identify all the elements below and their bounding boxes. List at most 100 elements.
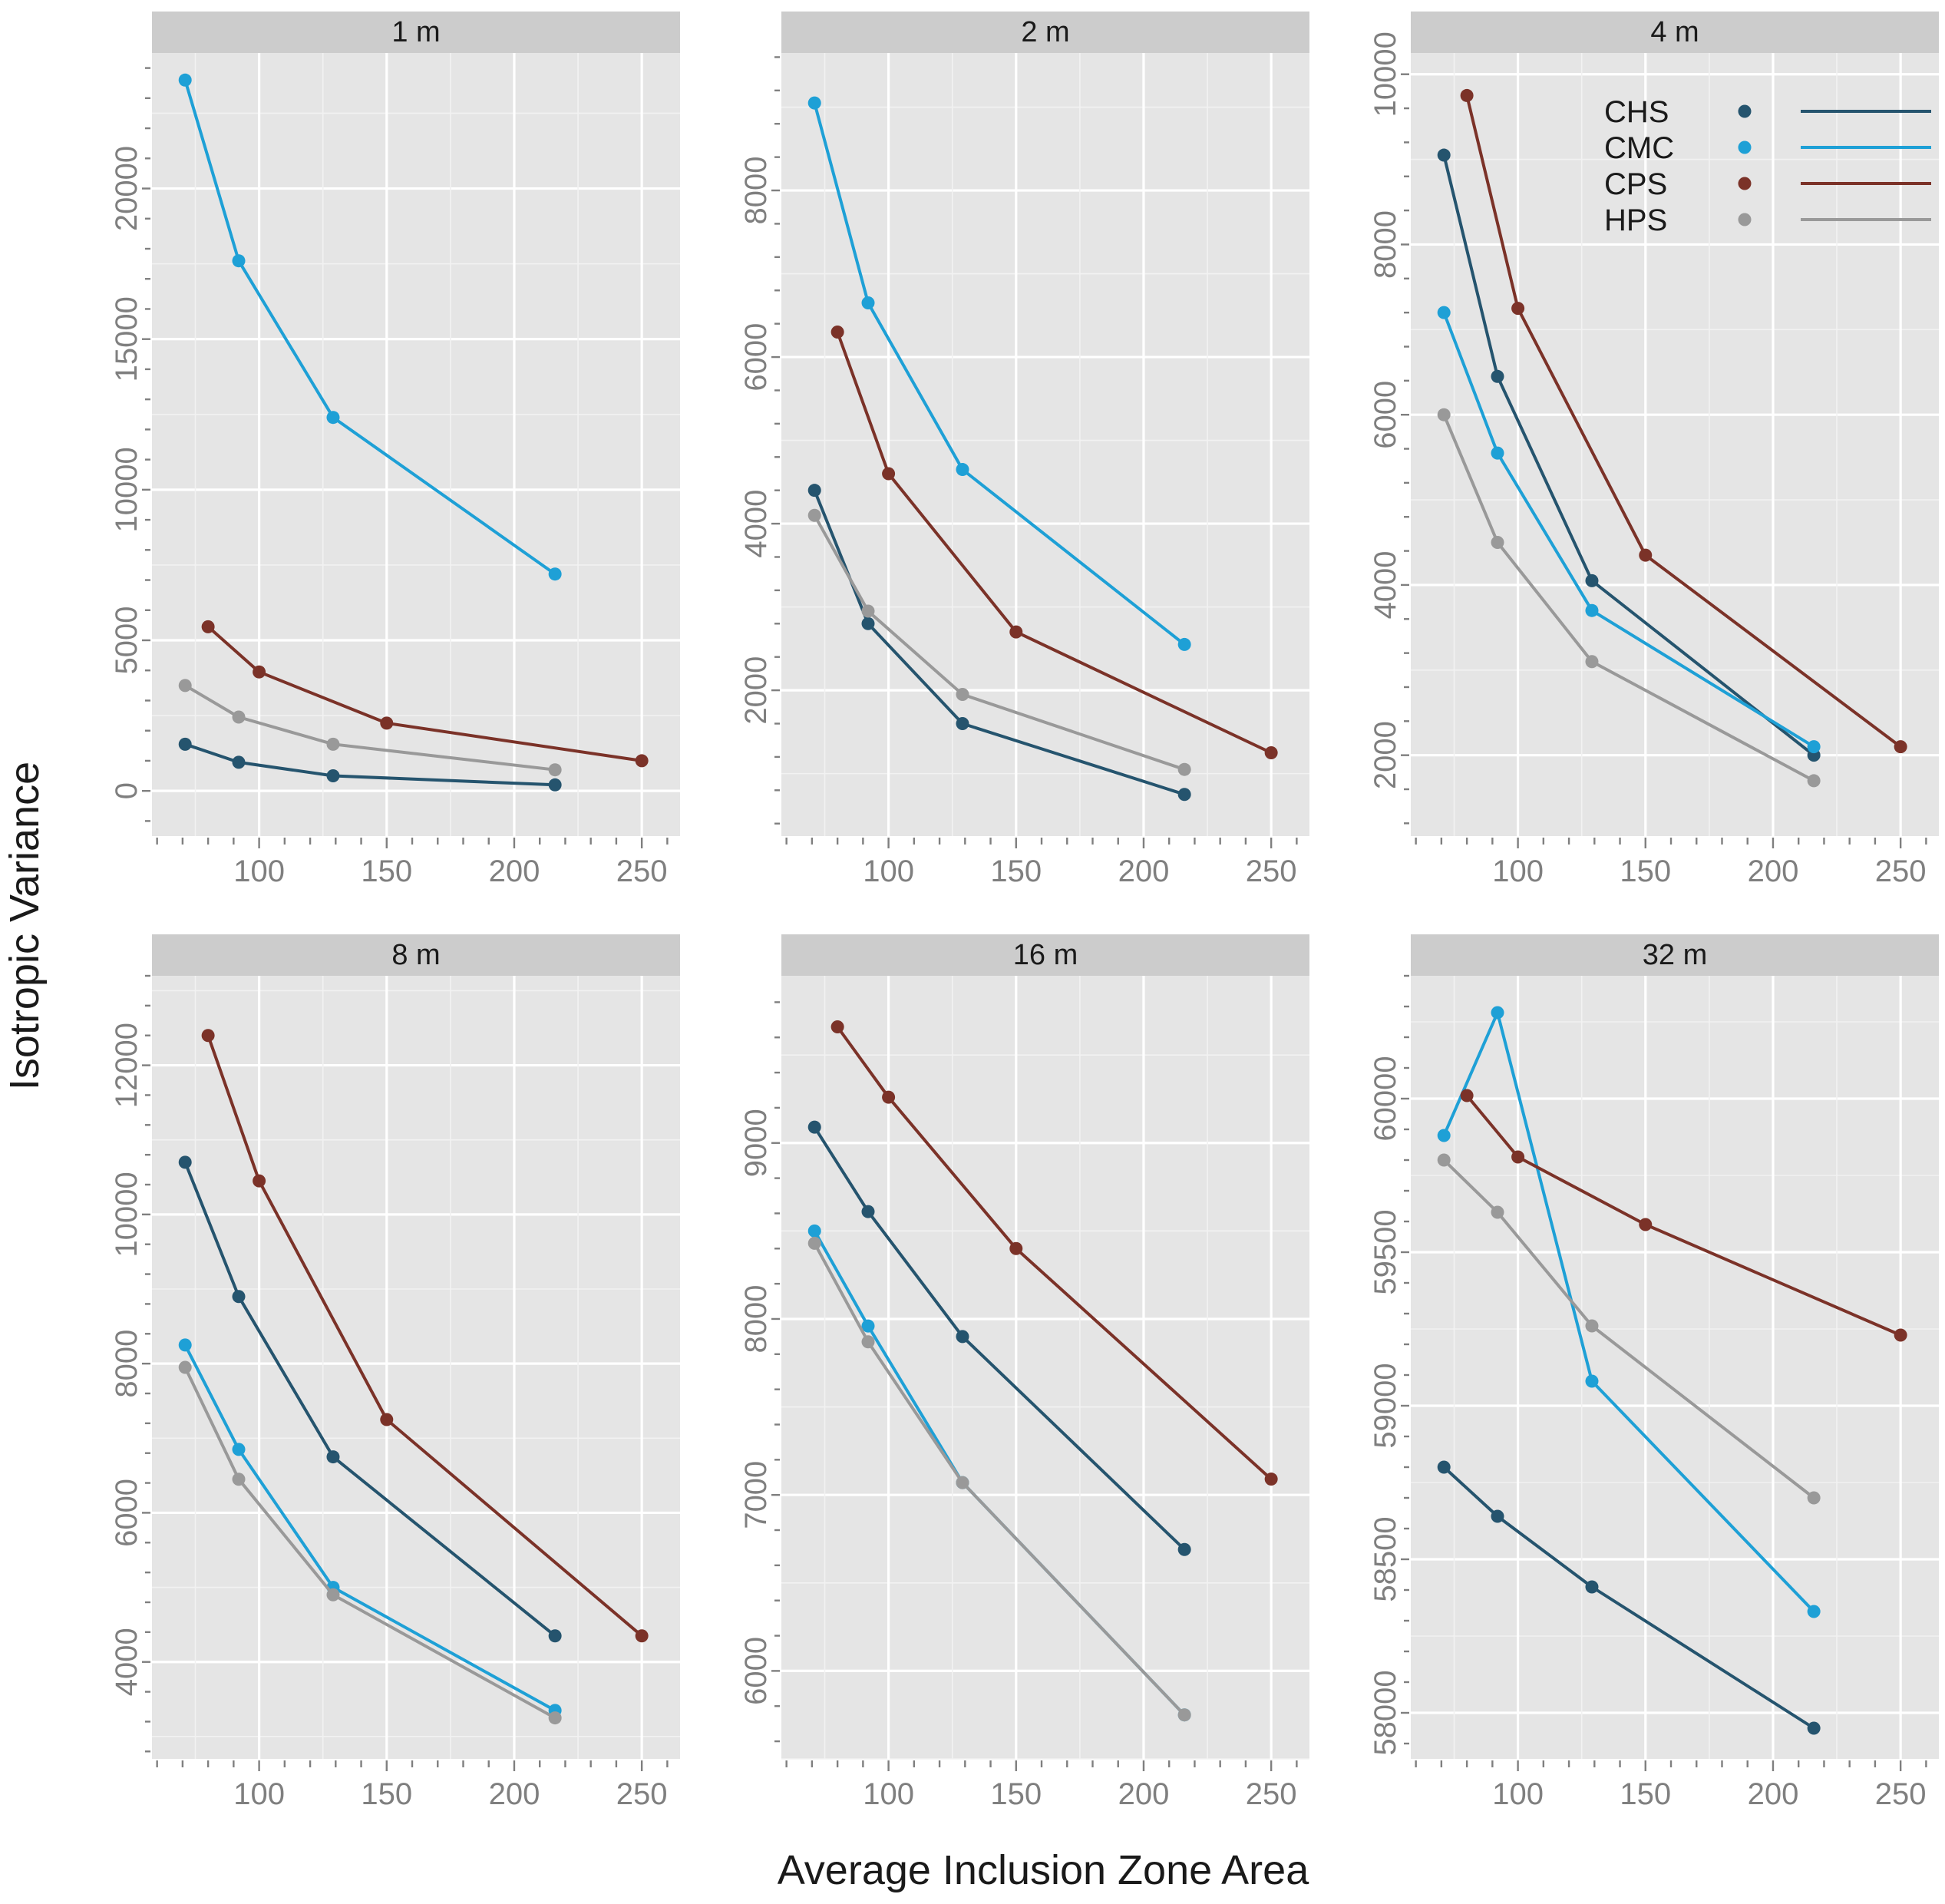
x-tick-label: 150 [1620,854,1671,888]
x-tick-label: 200 [1118,1777,1170,1811]
data-point-hps [1177,762,1191,776]
x-tick-label: 100 [233,1777,285,1811]
data-point-chs [548,1629,562,1643]
series-line-chs [183,1162,556,1638]
series-line-hps [813,1242,1186,1717]
series-hps [807,508,1191,776]
series-line-hps [1442,1159,1815,1499]
plot-background [1411,53,1939,836]
y-tick-label: 4000 [1369,550,1402,619]
series-chs [178,737,562,792]
data-point-chs [807,1120,821,1134]
series-line-hps [183,1367,556,1720]
y-tick-label: 15000 [110,296,144,382]
facet-strip [1411,12,1939,53]
x-tick-label: 250 [1246,1777,1297,1811]
series-cps [831,326,1278,759]
data-point-cps [882,467,896,481]
x-tick-label: 100 [863,854,914,888]
panels: 1 m 0 5000 10000 15000 20000 100 150 200 250 2 m 20… [110,12,1939,1811]
data-point-chs [1177,788,1191,802]
series-cps [831,1020,1278,1486]
series-line-cmc [183,1344,556,1712]
series-line-cmc [813,102,1186,646]
data-point-cps [1264,1473,1278,1486]
data-point-cmc [1437,306,1451,319]
facet-strip [152,12,680,53]
series-line-cps [836,1026,1273,1481]
panel-8-m: 8 m 4000 6000 8000 10000 12000 100 150 200 250 [110,934,680,1811]
x-tick-label: 100 [863,1777,914,1811]
series-line-hps [184,684,556,772]
data-point-hps [232,1473,246,1486]
data-point-chs [326,769,340,783]
plot-background [152,53,680,836]
data-point-chs [1807,1721,1821,1735]
series-line-cmc [1442,312,1815,749]
y-tick-label: 7000 [739,1461,773,1529]
data-point-cps [380,1413,394,1426]
data-point-cmc [1807,1605,1821,1618]
y-tick-label: 5000 [110,607,144,675]
facet-strip [781,12,1309,53]
data-point-cmc [1437,1129,1451,1142]
y-tick-label: 10000 [110,447,144,532]
series-line-chs [184,742,556,787]
data-point-cmc [1807,740,1821,754]
data-point-hps [861,1335,875,1349]
x-tick-label: 250 [1875,1777,1927,1811]
facet-title: 16 m [1013,939,1078,971]
facet-title: 4 m [1650,16,1699,48]
x-tick-label: 200 [1748,854,1799,888]
panel-32-m: 32 m 58000 58500 59000 59500 60000 100 150 200 25… [1369,934,1939,1811]
data-point-cps [1894,740,1907,754]
y-tick-label: 4000 [739,490,773,558]
data-point-cps [1894,1328,1907,1342]
data-point-chs [956,1330,969,1344]
x-tick-label: 250 [616,1777,668,1811]
plot-background [1411,976,1939,1759]
x-tick-label: 200 [489,854,540,888]
data-point-cps [201,620,215,633]
series-line-hps [813,514,1185,772]
x-tick-label: 150 [361,1777,412,1811]
y-tick-label: 0 [110,782,144,799]
data-point-chs [861,1205,875,1218]
data-point-hps [861,604,875,618]
data-point-chs [1585,574,1599,587]
series-line-chs [1442,1466,1815,1730]
facet-strip [1411,934,1939,976]
x-tick-label: 100 [1492,854,1544,888]
x-tick-label: 150 [990,854,1042,888]
series-chs [178,1155,562,1643]
data-point-cmc [548,567,562,581]
legend-label-cps: CPS [1604,167,1667,201]
data-point-hps [956,1476,969,1489]
x-tick-label: 250 [1246,854,1297,888]
legend-label-chs: CHS [1604,95,1669,129]
data-point-chs [1491,1509,1504,1523]
y-tick-label: 58000 [1369,1670,1402,1755]
data-point-cps [1460,1089,1474,1102]
data-point-chs [326,1450,340,1464]
data-point-chs [232,1290,246,1304]
series-chs [807,1120,1191,1556]
y-tick-label: 6000 [110,1479,144,1547]
data-point-cps [253,665,266,679]
data-point-chs [861,616,875,630]
x-tick-label: 150 [1620,1777,1671,1811]
y-tick-label: 4000 [110,1628,144,1696]
facet-title: 2 m [1021,16,1069,48]
y-tick-label: 20000 [110,146,144,231]
data-point-hps [178,1360,192,1374]
data-point-cps [380,716,394,730]
series-line-cps [836,331,1272,755]
data-point-hps [548,763,562,777]
series-cmc [178,1338,562,1717]
series-line-cps [206,1035,643,1638]
series-hps [807,1236,1191,1722]
facet-strip [152,934,680,976]
series-chs [1437,1460,1821,1735]
panel-16-m: 16 m 6000 7000 8000 9000 100 150 200 250 [739,934,1309,1811]
